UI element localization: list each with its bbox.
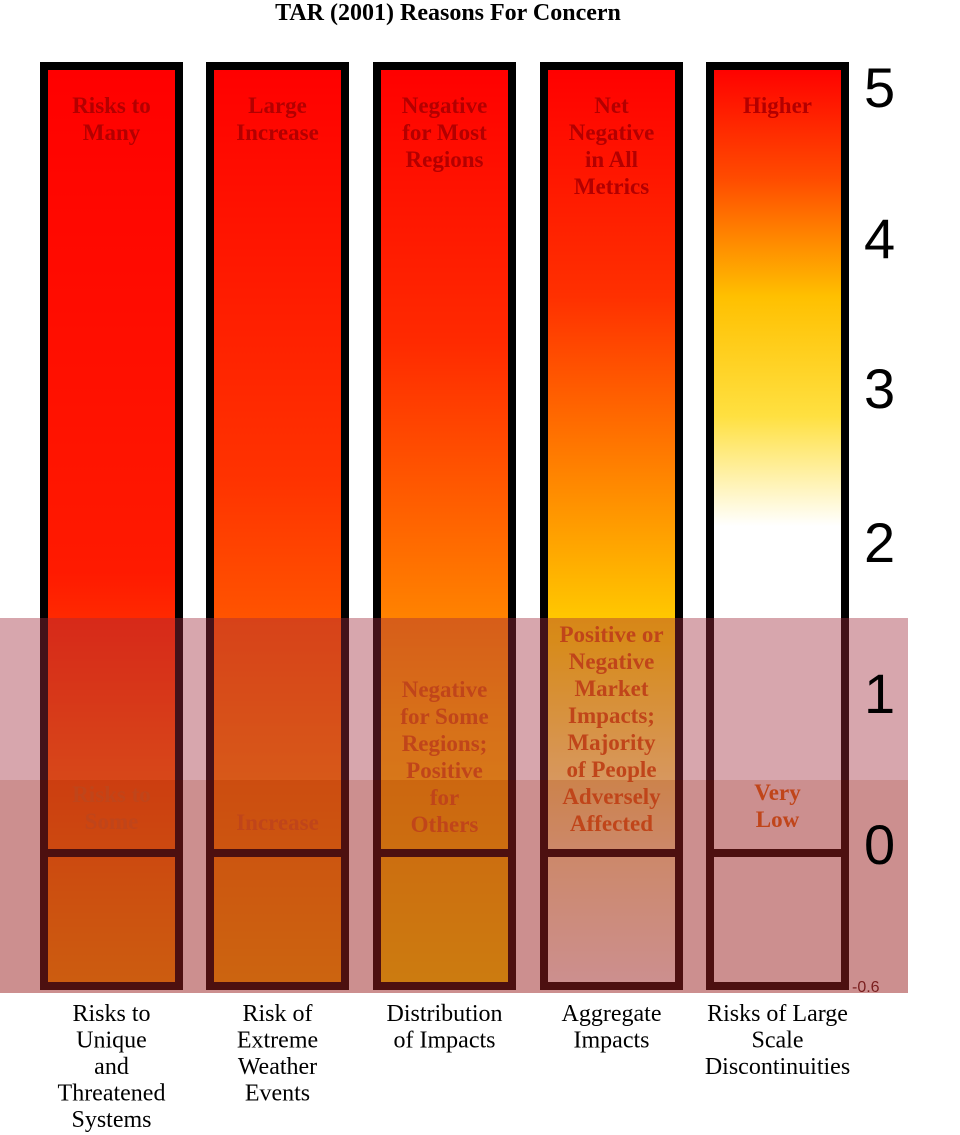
top-label: Higher (743, 93, 812, 118)
bottom-label: Increase (236, 810, 319, 835)
y-tick-label: 1 (864, 662, 895, 725)
bottom-label: Very Low (754, 780, 801, 832)
top-label: Risks to Many (72, 93, 151, 145)
category-label: Risks to Unique and Threatened Systems (58, 1001, 166, 1133)
top-label: Negative for Most Regions (402, 93, 488, 172)
category-label: Risks of Large Scale Discontinuities (705, 1001, 850, 1080)
y-axis: 5 4 3 2 1 0 -0.6 (852, 56, 895, 996)
y-tick-label: 5 (864, 56, 895, 119)
bottom-label: Negative for Some Regions; Positive for Other… (400, 677, 488, 837)
bottom-label: Risks to Some (72, 782, 151, 834)
y-tick-label: 3 (864, 357, 895, 420)
category-label: Risk of Extreme Weather Events (237, 1001, 318, 1107)
lower-shaded-band (0, 780, 908, 993)
category-label: Distribution of Impacts (386, 1001, 502, 1054)
upper-shaded-band (0, 618, 908, 780)
label-layer: Risks to Many Risks to Some Risks to Unique an… (58, 93, 851, 1133)
shaded-bands (0, 618, 908, 993)
bottom-label: Positive or Negative Market Impacts; Majorit… (559, 622, 663, 836)
top-label: Large Increase (236, 93, 319, 145)
y-tick-label: 0 (864, 813, 895, 876)
y-tick-label: 2 (864, 511, 895, 574)
y-tick-label: -0.6 (852, 979, 880, 996)
y-tick-label: 4 (864, 207, 895, 270)
top-label: Net Negative in All Metrics (569, 93, 655, 199)
category-label: Aggregate Impacts (562, 1001, 662, 1054)
chart-title: TAR (2001) Reasons For Concern (275, 0, 621, 26)
